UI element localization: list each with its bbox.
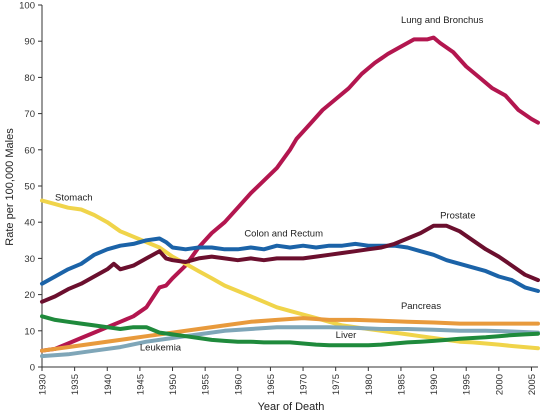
x-tick-label: 2000 bbox=[494, 374, 505, 395]
y-tick-label: 70 bbox=[24, 109, 35, 120]
series-line-prostate bbox=[40, 223, 540, 304]
y-tick-label: 100 bbox=[19, 1, 35, 12]
x-tick-label: 1960 bbox=[233, 374, 244, 395]
series-label-pancreas: Pancreas bbox=[401, 301, 441, 312]
series-line-lung-and-bronchus bbox=[40, 35, 540, 353]
y-tick-label: 0 bbox=[30, 363, 35, 374]
y-tick-label: 30 bbox=[24, 254, 35, 265]
y-tick-label: 10 bbox=[24, 326, 35, 337]
x-tick-label: 1940 bbox=[103, 374, 114, 395]
x-axis-title: Year of Death bbox=[258, 401, 325, 413]
x-tick-label: 1955 bbox=[201, 374, 212, 395]
series-label-liver: Liver bbox=[336, 330, 357, 341]
x-tick-label: 1965 bbox=[266, 374, 277, 395]
series-line-pancreas bbox=[40, 316, 540, 353]
series-label-prostate: Prostate bbox=[440, 211, 475, 222]
x-tick-label: 2005 bbox=[527, 374, 538, 395]
series-label-leukemia: Leukemia bbox=[140, 343, 182, 354]
y-tick-label: 50 bbox=[24, 182, 35, 193]
x-tick-label: 1945 bbox=[135, 374, 146, 395]
x-tick-label: 1990 bbox=[429, 374, 440, 395]
y-axis-title: Rate per 100,000 Males bbox=[4, 128, 16, 246]
series-layer bbox=[40, 35, 540, 359]
series-line-leukemia bbox=[40, 325, 540, 359]
y-tick-label: 60 bbox=[24, 145, 35, 156]
x-tick-label: 1950 bbox=[168, 374, 179, 395]
x-tick-label: 1975 bbox=[331, 374, 342, 395]
x-tick-label: 1970 bbox=[299, 374, 310, 395]
series-label-stomach: Stomach bbox=[55, 192, 92, 203]
series-label-colon-and-rectum: Colon and Rectum bbox=[244, 229, 323, 240]
series-line-liver bbox=[40, 314, 540, 348]
y-tick-label: 20 bbox=[24, 290, 35, 301]
x-tick-label: 1995 bbox=[462, 374, 473, 395]
series-label-lung-and-bronchus: Lung and Bronchus bbox=[401, 15, 484, 26]
series-line-colon-and-rectum bbox=[40, 236, 540, 293]
y-tick-label: 80 bbox=[24, 73, 35, 84]
series-labels: Lung and Bronchus Stomach Colon and Rectum… bbox=[55, 15, 484, 354]
axes: 0 10 20 30 40 50 60 70 80 90 100 1930 1935 1940 1945 19… bbox=[19, 1, 538, 395]
x-tick-label: 1985 bbox=[396, 374, 407, 395]
y-tick-label: 40 bbox=[24, 218, 35, 229]
x-tick-label: 1930 bbox=[38, 374, 49, 395]
x-tick-label: 1980 bbox=[364, 374, 375, 395]
y-tick-label: 90 bbox=[24, 37, 35, 48]
x-tick-label: 1935 bbox=[70, 374, 81, 395]
